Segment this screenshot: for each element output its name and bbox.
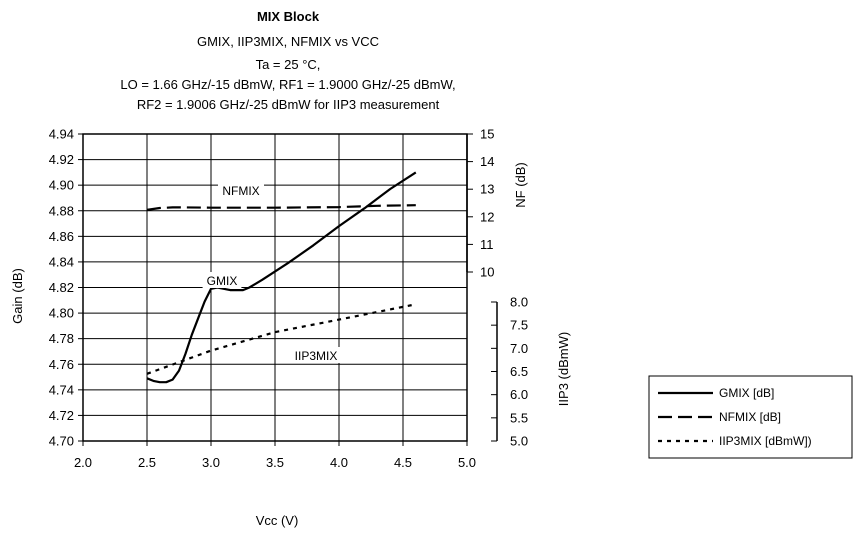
x-tick-label: 2.0 — [74, 455, 92, 470]
annotation-nfmix: NFMIX — [222, 184, 259, 198]
y-tick-label: 4.92 — [49, 152, 74, 167]
legend-label-gmix: GMIX [dB] — [719, 386, 774, 400]
iip3-tick-label: 8.0 — [510, 295, 528, 310]
series-line-gmix — [146, 171, 417, 384]
chart-subtitle-line-2: Ta = 25 °C, — [256, 57, 321, 72]
plot-frame — [82, 133, 468, 442]
iip3-tick-label: 5.0 — [510, 434, 528, 449]
axes: 4.70 4.72 4.74 4.76 4.78 4.80 4.82 4.84 4.86 4.88… — [49, 127, 528, 471]
legend-label-iip3mix: IIP3MIX [dBmW]) — [719, 434, 812, 448]
y-tick-label: 4.90 — [49, 178, 74, 193]
annotation-iip3mix-bg — [285, 347, 347, 363]
y-tick-label: 4.72 — [49, 408, 74, 423]
y-tick-label: 4.74 — [49, 382, 74, 397]
legend-box — [648, 375, 853, 459]
y-tick-label: 4.78 — [49, 331, 74, 346]
x-tick-label: 3.0 — [202, 455, 220, 470]
y-tick-label: 4.76 — [49, 357, 74, 372]
grid-lines — [82, 133, 468, 442]
iip3-tick-label: 6.5 — [510, 364, 528, 379]
series-line-nfmix — [146, 204, 416, 211]
y-tick-label: 4.86 — [49, 229, 74, 244]
annotation-iip3mix: IIP3MIX — [295, 349, 338, 363]
x-tick-label: 3.5 — [266, 455, 284, 470]
annotation-nfmix-bg — [218, 182, 264, 198]
annotations: NFMIX GMIX IIP3MIX — [202, 182, 347, 363]
nf-tick-label: 13 — [480, 182, 494, 197]
y-tick-label: 4.80 — [49, 306, 74, 321]
chart-title: MIX Block — [257, 9, 320, 24]
series-lines — [146, 171, 417, 384]
annotation-gmix: GMIX — [207, 274, 238, 288]
x-tick-label: 2.5 — [138, 455, 156, 470]
y-tick-label: 4.82 — [49, 280, 74, 295]
y-tick-label: 4.94 — [49, 127, 74, 142]
iip3-tick-label: 7.0 — [510, 341, 528, 356]
nf-tick-label: 15 — [480, 127, 494, 142]
y3-axis-title: IIP3 (dBmW) — [556, 332, 571, 406]
legend-label-nfmix: NFMIX [dB] — [719, 410, 781, 424]
chart-subtitle-line-1: GMIX, IIP3MIX, NFMIX vs VCC — [197, 34, 379, 49]
iip3-tick-label: 7.5 — [510, 318, 528, 333]
y-tick-label: 4.88 — [49, 203, 74, 218]
y-tick-label: 4.84 — [49, 254, 74, 269]
x-tick-label: 4.5 — [394, 455, 412, 470]
x-tick-label: 4.0 — [330, 455, 348, 470]
x-tick-label: 5.0 — [458, 455, 476, 470]
chart-subtitle-line-4: RF2 = 1.9006 GHz/-25 dBmW for IIP3 measu… — [137, 97, 440, 112]
legend: GMIX [dB] NFMIX [dB] IIP3MIX [dBmW]) — [648, 375, 853, 459]
annotation-gmix-bg — [202, 272, 242, 288]
series-line-iip3mix — [146, 303, 417, 375]
nf-tick-label: 10 — [480, 265, 494, 280]
x-axis-title: Vcc (V) — [256, 513, 299, 528]
nf-tick-label: 12 — [480, 209, 494, 224]
y2-axis-title: NF (dB) — [513, 162, 528, 208]
nf-tick-label: 14 — [480, 154, 494, 169]
y-tick-label: 4.70 — [49, 434, 74, 449]
nf-tick-label: 11 — [480, 237, 494, 252]
iip3-tick-label: 6.0 — [510, 387, 528, 402]
chart-subtitle-line-3: LO = 1.66 GHz/-15 dBmW, RF1 = 1.9000 GHz… — [120, 77, 455, 92]
y-axis-title: Gain (dB) — [10, 268, 25, 324]
iip3-tick-label: 5.5 — [510, 410, 528, 425]
